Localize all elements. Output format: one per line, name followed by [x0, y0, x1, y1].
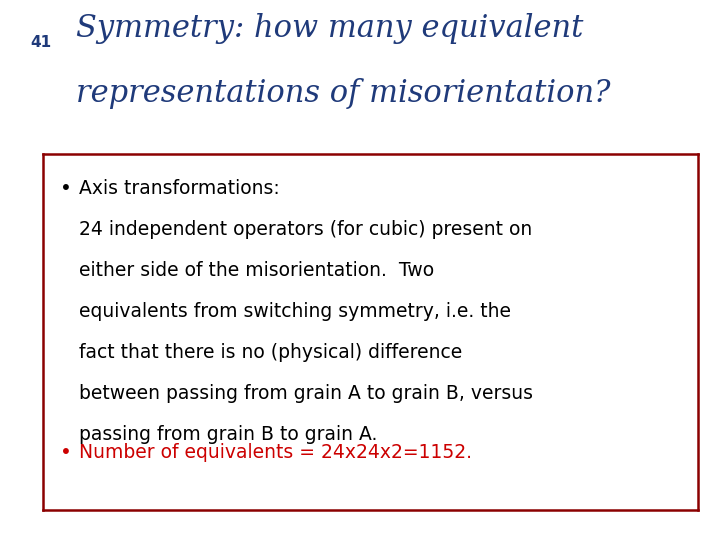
- Text: fact that there is no (physical) difference: fact that there is no (physical) differe…: [79, 343, 462, 362]
- Text: passing from grain B to grain A.: passing from grain B to grain A.: [79, 425, 377, 444]
- Text: between passing from grain A to grain B, versus: between passing from grain A to grain B,…: [79, 384, 534, 403]
- Text: Symmetry: how many equivalent: Symmetry: how many equivalent: [76, 14, 583, 44]
- Text: representations of misorientation?: representations of misorientation?: [76, 78, 610, 109]
- Text: Number of equivalents = 24x24x2=1152.: Number of equivalents = 24x24x2=1152.: [79, 443, 472, 462]
- Text: equivalents from switching symmetry, i.e. the: equivalents from switching symmetry, i.e…: [79, 302, 511, 321]
- Text: •: •: [60, 443, 71, 462]
- Text: 41: 41: [30, 35, 51, 50]
- Text: •: •: [60, 179, 71, 198]
- Text: either side of the misorientation.  Two: either side of the misorientation. Two: [79, 261, 434, 280]
- Text: 24 independent operators (for cubic) present on: 24 independent operators (for cubic) pre…: [79, 220, 533, 239]
- Text: Axis transformations:: Axis transformations:: [79, 179, 280, 198]
